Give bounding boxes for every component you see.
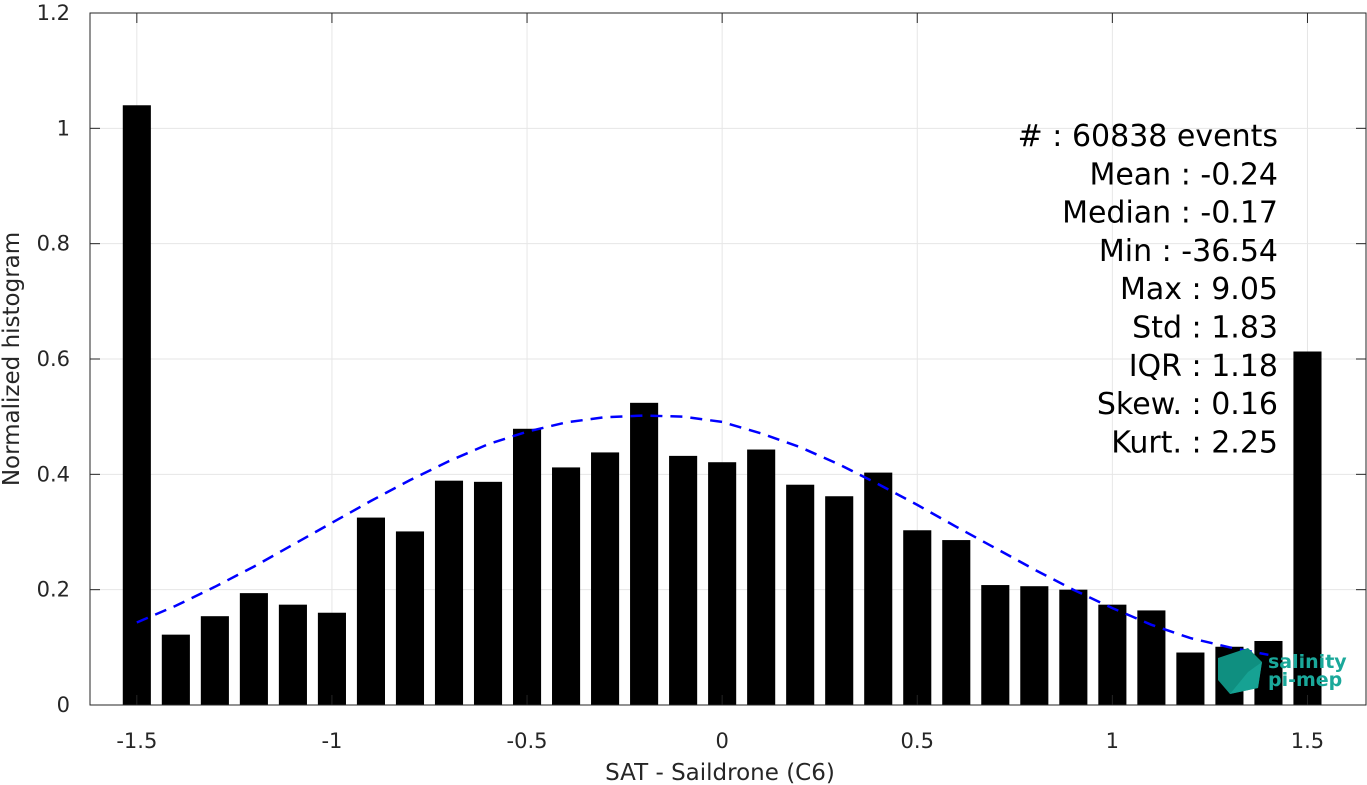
stats-line-1: Mean : -0.24	[1089, 157, 1278, 192]
y-tick-labels: 0 0.2 0.4 0.6 0.8 1 1.2	[37, 1, 70, 717]
histogram-bar-25	[1098, 604, 1127, 705]
y-tick-label-0: 0	[57, 693, 70, 717]
fit-curve	[136, 414, 1269, 657]
histogram-bar-12	[591, 452, 620, 705]
histogram-bar-1	[161, 634, 190, 705]
histogram-bar-26	[1137, 610, 1166, 705]
axes-box	[89, 12, 1367, 706]
x-tick-label-3: 0	[715, 729, 728, 753]
salinity-pi-mep-logo: salinity pi-mep	[1218, 648, 1347, 694]
y-tick-label-3: 0.6	[37, 347, 70, 371]
histogram-bar-15	[708, 462, 737, 705]
histogram-bar-17	[786, 484, 815, 705]
histogram-bar-3	[239, 593, 268, 705]
histogram-bar-13	[630, 402, 659, 705]
y-tick-label-2: 0.4	[37, 462, 70, 486]
y-axis-label: Normalized histogram	[0, 232, 25, 486]
histogram-bar-30	[1293, 351, 1322, 705]
histogram-bar-21	[942, 540, 971, 705]
histogram-bars	[122, 105, 1322, 706]
histogram-bar-4	[278, 604, 307, 705]
histogram-bar-18	[825, 496, 854, 705]
x-tick-label-2: -0.5	[507, 729, 548, 753]
logo-text-line2: pi-mep	[1268, 669, 1342, 691]
histogram-bar-27	[1176, 652, 1205, 705]
y-tick-label-1: 0.2	[37, 578, 70, 602]
stats-line-0: # : 60838 events	[1018, 119, 1278, 154]
y-tick-label-4: 0.8	[37, 232, 70, 256]
histogram-bar-11	[552, 467, 581, 705]
histogram-bar-23	[1020, 586, 1049, 705]
y-tick-label-5: 1	[57, 116, 70, 140]
x-tick-label-1: -1	[321, 729, 342, 753]
x-axis-label: SAT - Saildrone (C6)	[605, 760, 835, 785]
histogram-bar-2	[200, 616, 229, 705]
stats-line-7: Skew. : 0.16	[1097, 387, 1278, 422]
x-tick-labels: -1.5 -1 -0.5 0 0.5 1 1.5	[116, 729, 1324, 753]
histogram-bar-5	[317, 612, 346, 705]
histogram-bar-20	[903, 530, 932, 705]
x-tick-label-0: -1.5	[116, 729, 157, 753]
stats-line-4: Max : 9.05	[1120, 272, 1278, 307]
logo-cube-icon	[1218, 648, 1262, 694]
histogram-bar-10	[512, 428, 542, 705]
x-tick-label-5: 1	[1106, 729, 1119, 753]
stats-line-3: Min : -36.54	[1099, 234, 1278, 269]
histogram-bar-24	[1059, 589, 1088, 705]
logo-text-line1: salinity	[1268, 651, 1347, 673]
x-tick-label-6: 1.5	[1291, 729, 1324, 753]
stats-line-2: Median : -0.17	[1062, 196, 1278, 231]
histogram-bar-0	[122, 105, 151, 706]
histogram-bar-22	[981, 585, 1010, 705]
histogram-bar-8	[434, 480, 464, 705]
y-tick-label-6: 1.2	[37, 1, 70, 25]
stats-line-5: Std : 1.83	[1132, 311, 1278, 346]
histogram-bar-9	[473, 481, 503, 705]
stats-line-6: IQR : 1.18	[1129, 349, 1278, 384]
x-tick-label-4: 0.5	[901, 729, 934, 753]
histogram-bar-19	[864, 472, 893, 705]
histogram-bar-16	[747, 449, 776, 705]
stats-line-8: Kurt. : 2.25	[1111, 425, 1278, 460]
histogram-bar-14	[669, 455, 698, 705]
histogram-bar-7	[395, 531, 425, 705]
histogram-bar-6	[356, 517, 386, 705]
